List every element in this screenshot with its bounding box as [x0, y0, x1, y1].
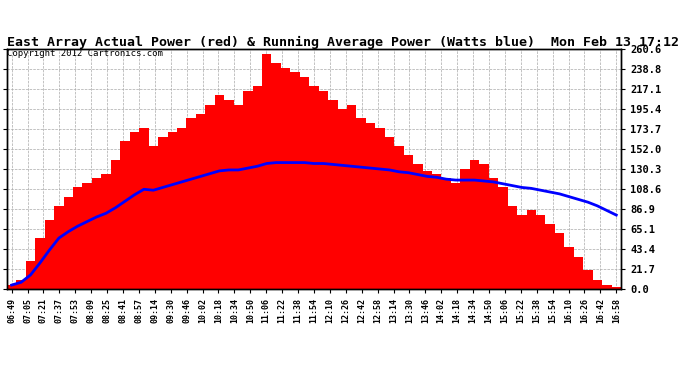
Bar [281, 68, 290, 289]
Bar [432, 174, 442, 289]
Bar [148, 146, 158, 289]
Bar [26, 261, 35, 289]
Bar [564, 247, 574, 289]
Bar [602, 285, 611, 289]
Bar [526, 210, 536, 289]
Bar [451, 183, 460, 289]
Bar [54, 206, 63, 289]
Bar [309, 86, 319, 289]
Bar [17, 279, 26, 289]
Bar [206, 105, 215, 289]
Bar [271, 63, 281, 289]
Bar [35, 238, 45, 289]
Text: East Array Actual Power (red) & Running Average Power (Watts blue)  Mon Feb 13 1: East Array Actual Power (red) & Running … [7, 36, 679, 49]
Bar [290, 72, 299, 289]
Bar [262, 54, 271, 289]
Bar [574, 256, 583, 289]
Bar [243, 91, 253, 289]
Bar [253, 86, 262, 289]
Bar [224, 100, 234, 289]
Bar [234, 105, 243, 289]
Bar [347, 105, 357, 289]
Bar [498, 188, 508, 289]
Bar [555, 234, 564, 289]
Bar [299, 77, 309, 289]
Text: Copyright 2012 Cartronics.com: Copyright 2012 Cartronics.com [7, 49, 163, 58]
Bar [489, 178, 498, 289]
Bar [328, 100, 337, 289]
Bar [92, 178, 101, 289]
Bar [319, 91, 328, 289]
Bar [73, 188, 83, 289]
Bar [394, 146, 404, 289]
Bar [177, 128, 186, 289]
Bar [158, 137, 168, 289]
Bar [101, 174, 111, 289]
Bar [45, 220, 54, 289]
Bar [545, 224, 555, 289]
Bar [480, 164, 489, 289]
Bar [130, 132, 139, 289]
Bar [215, 95, 224, 289]
Bar [422, 171, 432, 289]
Bar [7, 285, 17, 289]
Bar [168, 132, 177, 289]
Bar [83, 183, 92, 289]
Bar [120, 141, 130, 289]
Bar [63, 196, 73, 289]
Bar [404, 155, 413, 289]
Bar [583, 270, 593, 289]
Bar [442, 178, 451, 289]
Bar [470, 160, 480, 289]
Bar [139, 128, 148, 289]
Bar [536, 215, 545, 289]
Bar [186, 118, 196, 289]
Bar [337, 109, 347, 289]
Bar [611, 287, 621, 289]
Bar [111, 160, 120, 289]
Bar [517, 215, 526, 289]
Bar [385, 137, 394, 289]
Bar [357, 118, 366, 289]
Bar [593, 279, 602, 289]
Bar [508, 206, 517, 289]
Bar [366, 123, 375, 289]
Bar [413, 164, 422, 289]
Bar [196, 114, 206, 289]
Bar [460, 169, 470, 289]
Bar [375, 128, 385, 289]
